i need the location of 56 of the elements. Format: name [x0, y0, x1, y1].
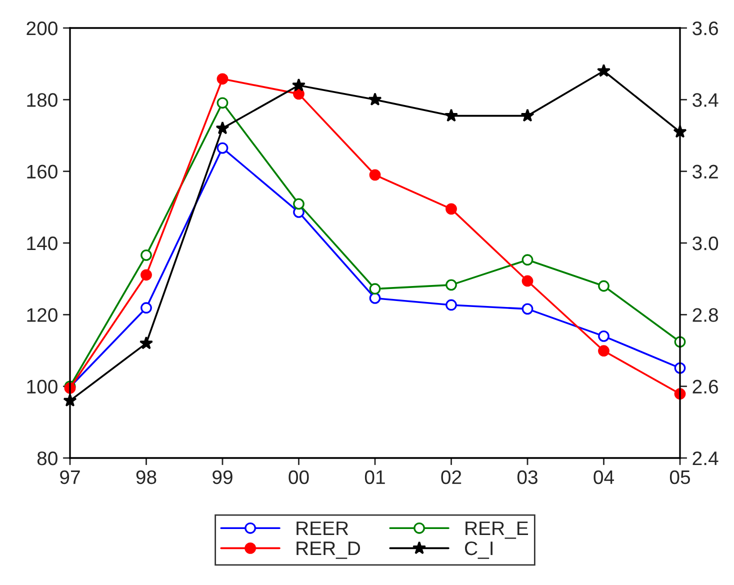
y2-tick-label: 2.6 — [692, 380, 718, 394]
point — [522, 254, 534, 266]
x-tick-label: 00 — [288, 470, 309, 484]
x-tick-label: 05 — [670, 470, 690, 484]
point — [216, 121, 230, 134]
point — [140, 302, 152, 314]
point — [140, 269, 152, 281]
x-tick-label: 03 — [517, 470, 538, 484]
point — [598, 280, 610, 292]
point — [368, 92, 382, 106]
point — [369, 169, 381, 181]
point — [292, 78, 306, 92]
point — [444, 108, 458, 122]
y2-tick-label: 2.4 — [692, 451, 718, 466]
x-tick-label: 98 — [136, 470, 156, 484]
x-tick-label: 97 — [60, 470, 80, 484]
point — [216, 73, 228, 85]
y2-tick-label: 2.8 — [692, 308, 718, 322]
point — [598, 345, 610, 357]
point — [369, 283, 381, 295]
point — [598, 330, 610, 342]
y2-tick-label: 3.0 — [692, 236, 718, 250]
point — [216, 97, 228, 109]
point — [293, 198, 304, 210]
y-tick-label: 100 — [27, 380, 58, 394]
point — [596, 64, 611, 77]
y2-tick-label: 3.4 — [692, 93, 718, 107]
point — [293, 88, 304, 100]
y2-tick-label: 3.6 — [692, 21, 718, 36]
legend-label: RER_E — [466, 522, 528, 539]
legend-label: C_I — [464, 541, 492, 559]
y-tick-label: 180 — [27, 93, 58, 107]
point — [140, 249, 152, 261]
y-tick-label: 160 — [27, 164, 58, 179]
point — [446, 299, 457, 311]
point — [674, 388, 686, 400]
legend-label: REER — [296, 522, 348, 535]
y-tick-label: 80 — [37, 451, 58, 466]
point — [522, 303, 534, 315]
y-tick-label: 140 — [27, 236, 58, 250]
point — [139, 336, 154, 350]
y-tick-label: 200 — [26, 21, 58, 36]
point — [216, 142, 228, 154]
x-tick-label: 04 — [594, 470, 614, 484]
point — [674, 336, 686, 348]
legend-label: RER_D — [296, 542, 360, 559]
point — [520, 108, 534, 122]
point — [446, 279, 457, 291]
x-tick-label: 02 — [441, 470, 462, 484]
point — [369, 292, 381, 304]
x-tick-label: 01 — [364, 470, 385, 484]
x-tick-label: 99 — [212, 470, 232, 484]
point — [446, 203, 457, 215]
y2-tick-label: 3.2 — [692, 164, 718, 179]
point — [522, 275, 534, 287]
y-tick-label: 120 — [27, 308, 58, 322]
